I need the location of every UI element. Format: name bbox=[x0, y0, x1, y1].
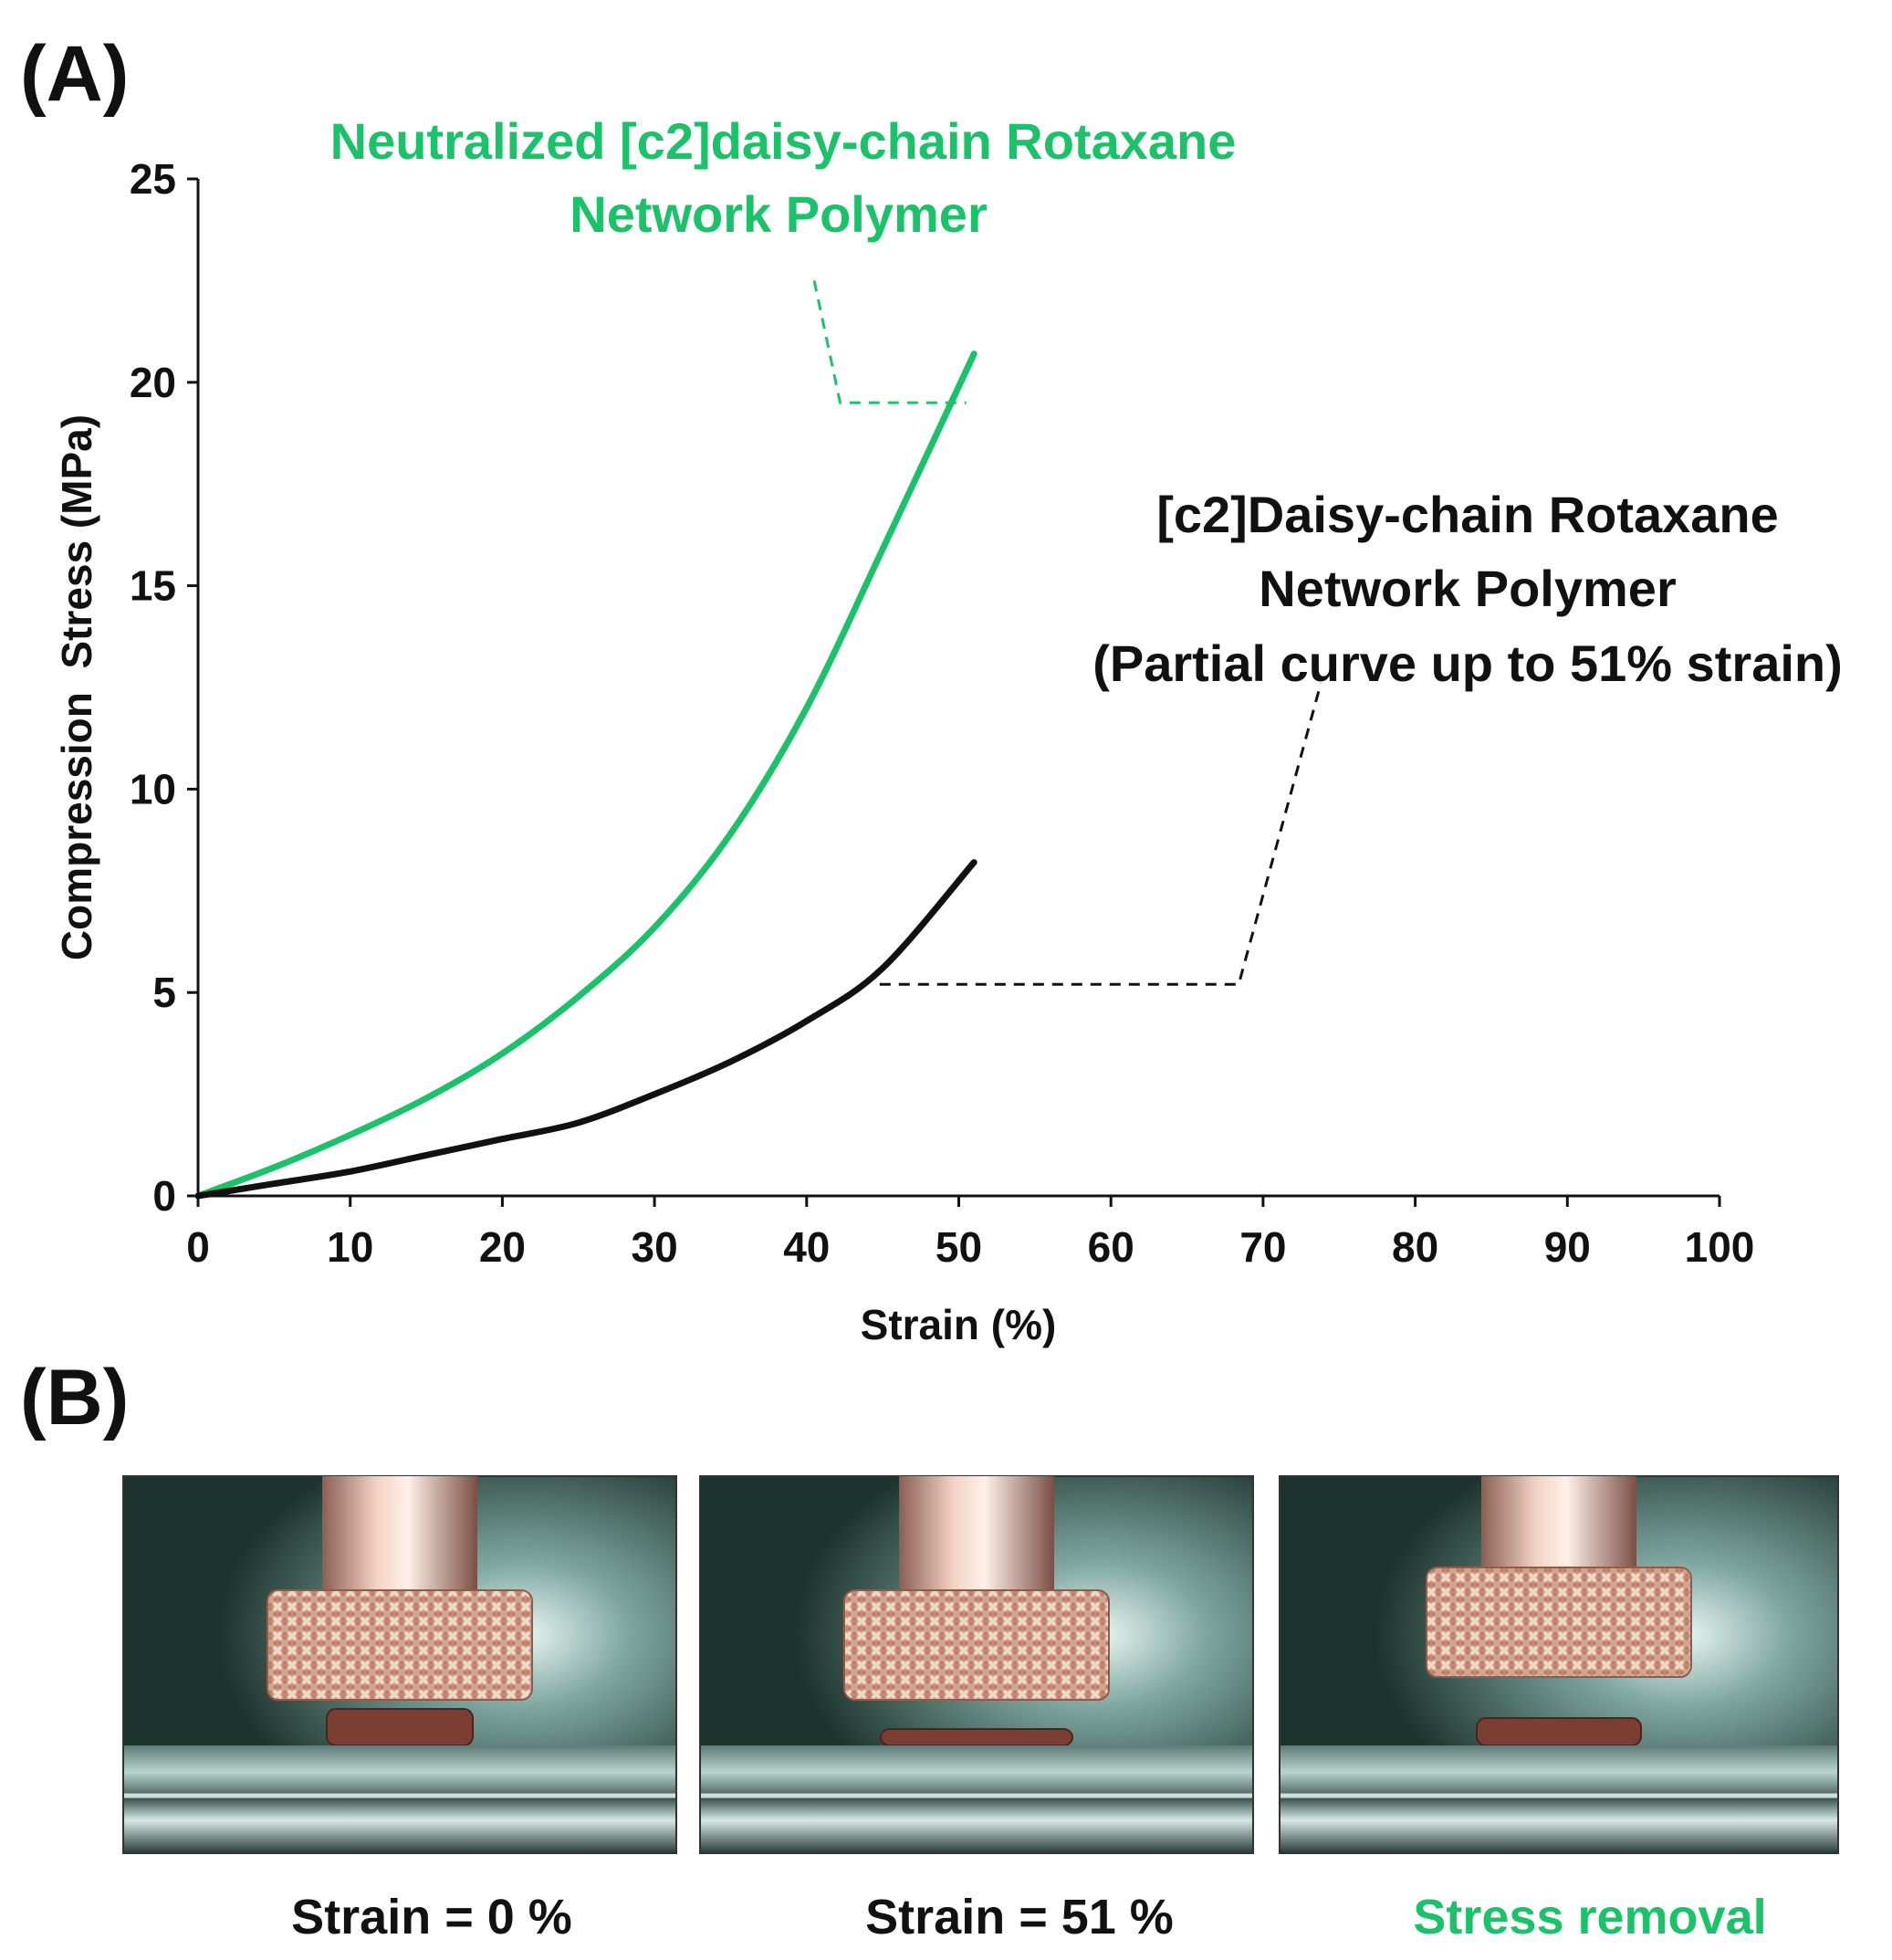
axis-ticks: 0 10 20 30 40 50 60 70 80 90 100 0 5 10 15 20 25 bbox=[130, 155, 1755, 1271]
photo-caption-1: Strain = 51 % bbox=[865, 1890, 1174, 1944]
x-tick-label: 10 bbox=[327, 1223, 373, 1271]
annotation-neutralized-line-1: Neutralized [c2]daisy-chain Rotaxane bbox=[330, 112, 1237, 170]
glass-plate bbox=[124, 1745, 675, 1852]
x-tick-label: 60 bbox=[1088, 1223, 1134, 1271]
x-tick-label: 30 bbox=[632, 1223, 678, 1271]
series-line-1 bbox=[194, 859, 977, 1200]
knurled-press-head bbox=[843, 1589, 1110, 1701]
series-line-0 bbox=[194, 351, 977, 1200]
x-tick-label: 0 bbox=[186, 1223, 210, 1271]
y-tick-label: 5 bbox=[152, 969, 176, 1016]
annotation-leader-1 bbox=[879, 683, 1322, 986]
panel-b-label: (B) bbox=[20, 1354, 129, 1441]
glass-plate bbox=[701, 1745, 1252, 1852]
photo-strip bbox=[122, 1475, 1839, 1854]
press-rod bbox=[322, 1476, 477, 1594]
annotation-daisy-chain-line-2: Network Polymer bbox=[1259, 560, 1677, 617]
y-tick-label: 20 bbox=[130, 359, 176, 406]
annotation-neutralized-line-2: Network Polymer bbox=[570, 185, 988, 243]
y-axis-title: Compression Stress (MPa) bbox=[53, 414, 100, 960]
x-tick-label: 20 bbox=[479, 1223, 526, 1271]
knurled-press-head bbox=[267, 1589, 533, 1701]
annotation-daisy-chain-line-1: [c2]Daisy-chain Rotaxane bbox=[1156, 486, 1779, 543]
x-tick-label: 50 bbox=[936, 1223, 982, 1271]
stress-strain-chart: 0 10 20 30 40 50 60 70 80 90 100 0 5 10 15 20 25 Strain … bbox=[53, 112, 1843, 1348]
photo-uncompressed bbox=[122, 1475, 677, 1854]
x-tick-label: 80 bbox=[1392, 1223, 1438, 1271]
x-tick-label: 70 bbox=[1239, 1223, 1286, 1271]
y-tick-label: 10 bbox=[130, 765, 176, 812]
y-tick-label: 0 bbox=[152, 1172, 176, 1220]
annotation-leader-0 bbox=[812, 280, 967, 404]
photo-compressed bbox=[699, 1475, 1254, 1854]
polymer-sample bbox=[326, 1708, 474, 1746]
photo-caption-2: Stress removal bbox=[1413, 1890, 1766, 1944]
series-layer bbox=[194, 351, 977, 1200]
polymer-sample bbox=[880, 1728, 1073, 1746]
x-axis-title: Strain (%) bbox=[861, 1301, 1057, 1348]
x-tick-label: 90 bbox=[1544, 1223, 1591, 1271]
photo-caption-0: Strain = 0 % bbox=[291, 1890, 572, 1944]
y-tick-label: 15 bbox=[130, 562, 176, 610]
photo-released bbox=[1279, 1475, 1839, 1854]
annotation-leaders bbox=[812, 280, 1322, 986]
knurled-press-head bbox=[1426, 1567, 1692, 1678]
annotation-daisy-chain-line-3: (Partial curve up to 51% strain) bbox=[1092, 634, 1843, 692]
x-tick-label: 40 bbox=[783, 1223, 830, 1271]
polymer-sample bbox=[1476, 1717, 1642, 1746]
x-tick-label: 100 bbox=[1685, 1223, 1755, 1271]
panel-a-label: (A) bbox=[20, 30, 129, 118]
press-rod bbox=[899, 1476, 1054, 1594]
y-tick-label: 25 bbox=[130, 155, 176, 203]
glass-plate bbox=[1280, 1745, 1837, 1852]
press-rod bbox=[1481, 1476, 1636, 1571]
